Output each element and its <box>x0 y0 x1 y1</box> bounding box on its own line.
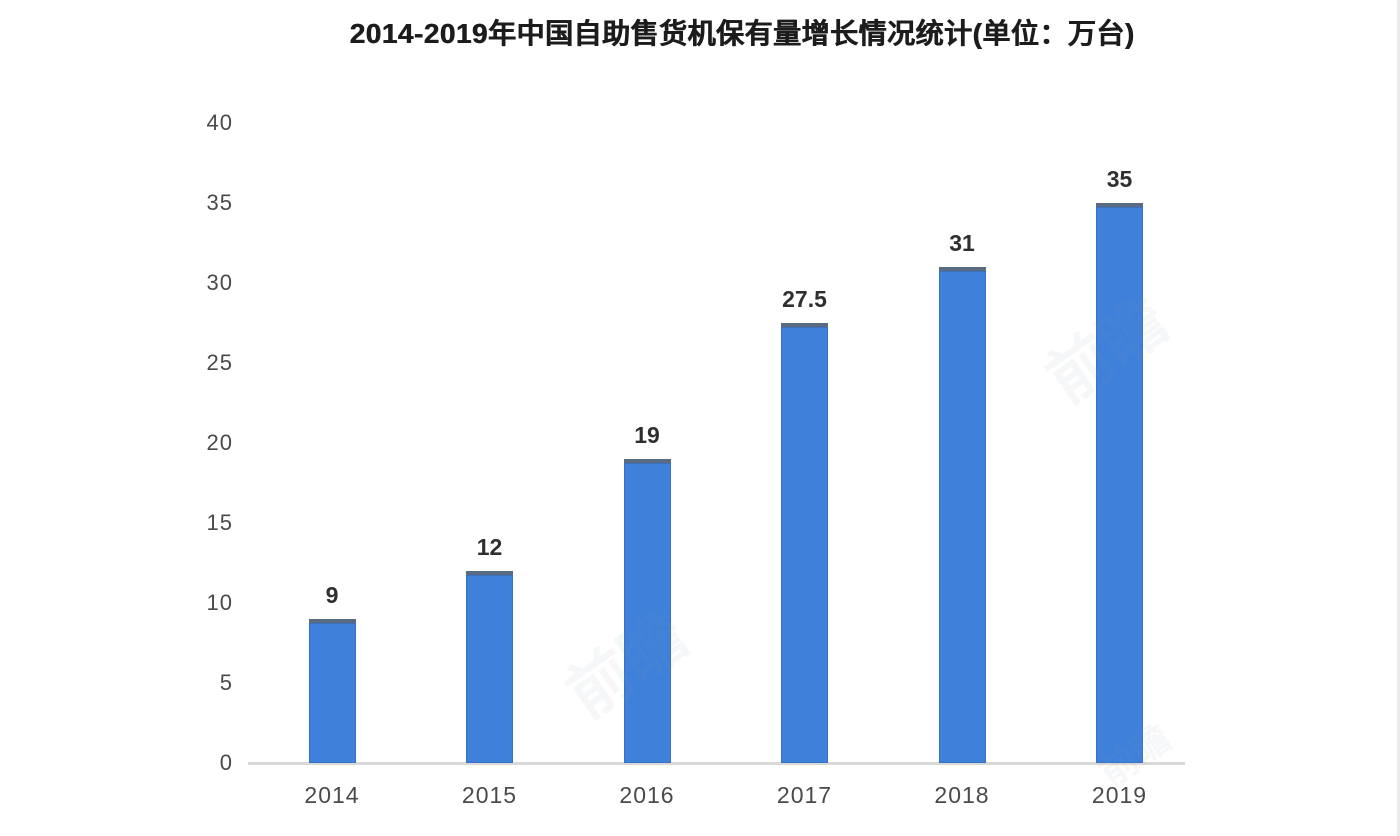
x-tick-label: 2017 <box>776 782 833 808</box>
bar-value-label: 27.5 <box>782 286 827 312</box>
bar-value-label: 12 <box>476 534 503 560</box>
bar-value-label: 19 <box>634 422 660 448</box>
y-tick-label: 25 <box>206 350 233 375</box>
chart-title: 2014-2019年中国自助售货机保有量增长情况统计(单位：万台) <box>349 18 1135 49</box>
x-tick-label: 2014 <box>304 782 360 808</box>
x-tick-label: 2018 <box>934 782 990 808</box>
bar <box>623 459 671 763</box>
y-tick-label: 20 <box>206 430 233 455</box>
x-tick-label: 2019 <box>1091 782 1148 808</box>
x-tick-label: 2016 <box>619 782 675 808</box>
bar <box>466 571 513 763</box>
y-tick-label: 5 <box>219 670 233 695</box>
bar-value-label: 35 <box>1106 166 1133 192</box>
bar-value-label: 31 <box>949 230 975 256</box>
bar <box>938 267 986 763</box>
y-tick-label: 10 <box>206 590 233 615</box>
x-axis-line <box>248 762 1185 765</box>
y-tick-label: 35 <box>206 190 233 215</box>
y-tick-label: 30 <box>206 270 233 295</box>
x-tick-label: 2015 <box>461 782 518 808</box>
bar-value-label: 9 <box>325 582 339 608</box>
image-right-edge-shadow <box>1397 0 1400 836</box>
y-tick-label: 0 <box>219 750 233 775</box>
bar <box>308 619 356 763</box>
y-tick-label: 40 <box>206 110 233 135</box>
y-tick-label: 15 <box>206 510 233 535</box>
bar <box>1096 203 1143 763</box>
bar <box>781 323 828 763</box>
